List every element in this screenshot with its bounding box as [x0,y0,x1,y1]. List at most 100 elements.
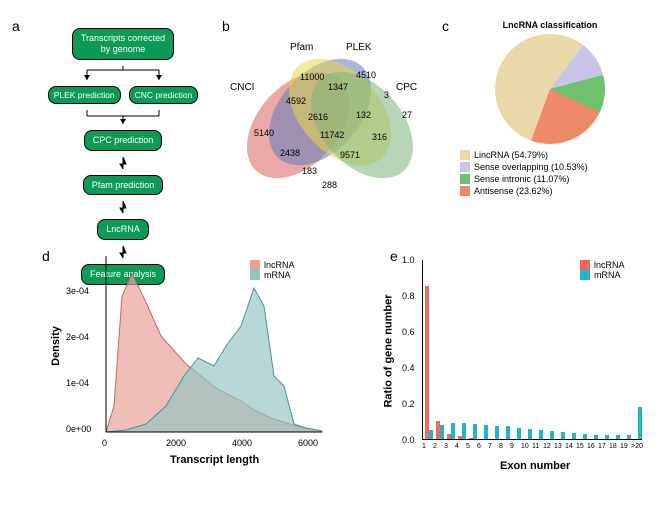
pie-legend-row: Antisense (23.62%) [460,186,660,196]
bar [484,425,488,439]
e-xtick: 6 [477,443,481,450]
venn-n-pfplcp: 132 [356,110,371,120]
bar [528,429,532,439]
e-xtick: 3 [444,443,448,450]
e-xtick: 15 [576,443,584,450]
bar [451,423,455,439]
d-ytick-0: 0e+00 [66,424,91,434]
e-xtick: 5 [466,443,470,450]
flow-merge-connector [63,110,183,124]
swatch-lncrna [250,260,260,270]
bar [605,435,609,440]
e-xtick: >20 [631,443,643,450]
d-xlabel: Transcript length [170,454,259,466]
bar-chart: Ratio of gene number Exon number 0.0 0.2 0… [380,250,660,480]
venn-n-pfam-cpc: 316 [372,132,387,142]
e-ytick: 1.0 [402,255,415,265]
e-xtick: 2 [433,443,437,450]
flow-step-5: LncRNA [97,219,149,240]
bar-area [422,260,642,440]
bar [638,407,642,439]
e-ytick: 0.2 [402,399,415,409]
pie-title: LncRNA classification [440,20,660,30]
pie-chart: LncRNA classification LincRNA (54.79%) Se… [440,20,660,196]
flow-step-3: CPC prediction [84,130,163,151]
e-xtick: 16 [587,443,595,450]
e-xtick: 7 [488,443,492,450]
e-xtick: 10 [521,443,529,450]
venn-n-cnpfcp: 9571 [340,150,360,160]
pie-swatch [460,150,470,160]
e-xtick: 17 [598,443,606,450]
e-ytick: 0.8 [402,291,415,301]
d-ytick-1: 1e-04 [66,378,89,388]
flow-step-2a: PLEK prediction [48,86,121,104]
swatch-mrna [250,270,260,280]
venn-set-cnci: CNCI [230,82,254,93]
bar [473,424,477,439]
legend-lncrna: lncRNA [594,260,625,270]
venn-n-cpc: 27 [402,110,412,120]
density-legend: lncRNA mRNA [250,260,295,280]
e-xtick: 1 [422,443,426,450]
e-xtick: 4 [455,443,459,450]
pie-legend-label: LincRNA (54.79%) [474,150,548,160]
density-svg [60,250,330,460]
bar [583,434,587,439]
bar [539,430,543,439]
flow-step-4: Pfam prediction [83,175,164,196]
bar [550,431,554,439]
venn-n-cnci-cpc: 288 [322,180,337,190]
legend-mrna: mRNA [594,270,621,280]
bar [495,426,499,440]
pie-legend-label: Sense overlapping (10.53%) [474,162,588,172]
venn-set-plek: PLEK [346,42,372,53]
pie-legend-label: Antisense (23.62%) [474,186,553,196]
e-xtick: 14 [565,443,573,450]
bar [594,435,598,440]
bar [616,435,620,439]
venn-n-cnci: 5140 [254,128,274,138]
pie-swatch [460,186,470,196]
pie-swatch [460,162,470,172]
flow-arrow-icon [118,201,128,213]
venn-n-pfam: 11000 [300,72,324,82]
legend-lncrna: lncRNA [264,260,295,270]
flow-split-connector [63,66,183,80]
venn-n-cnci-plek: 2438 [280,148,300,158]
e-xtick: 19 [620,443,628,450]
d-xtick-1: 2000 [166,438,186,448]
e-xtick: 11 [532,443,539,450]
pie-graphic [495,34,605,144]
pie-swatch [460,174,470,184]
flowchart: Transcripts corrected by genome PLEK pre… [28,28,218,285]
pie-legend-row: LincRNA (54.79%) [460,150,660,160]
d-xtick-2: 4000 [232,438,252,448]
d-xtick-3: 6000 [298,438,318,448]
e-ytick: 0.4 [402,363,415,373]
venn-n-plek: 4510 [356,70,376,80]
pie-legend: LincRNA (54.79%) Sense overlapping (10.53… [460,150,660,196]
swatch-lncrna [580,260,590,270]
bar-legend: lncRNA mRNA [580,260,625,280]
bar [627,435,631,439]
d-ylabel: Density [50,326,62,366]
e-ylabel: Ratio of gene number [383,294,395,407]
bar [517,428,521,439]
venn-n-cpfpl: 2616 [308,112,328,122]
e-ytick: 0.0 [402,435,415,445]
flow-arrow-icon [118,157,128,169]
flow-step-1: Transcripts corrected by genome [72,28,174,60]
flow-step-2b: CNC prediction [129,86,199,104]
venn-n-cnplcp: 183 [302,166,317,176]
bar [506,426,510,439]
e-xlabel: Exon number [500,460,570,472]
venn-n-pfam-plek: 1347 [328,82,348,92]
e-xtick: 13 [554,443,562,450]
bar [440,425,444,439]
panel-label-a: a [12,18,20,34]
bar [425,286,429,439]
d-xtick-0: 0 [102,438,107,448]
bar [572,433,576,439]
bar [429,430,433,439]
